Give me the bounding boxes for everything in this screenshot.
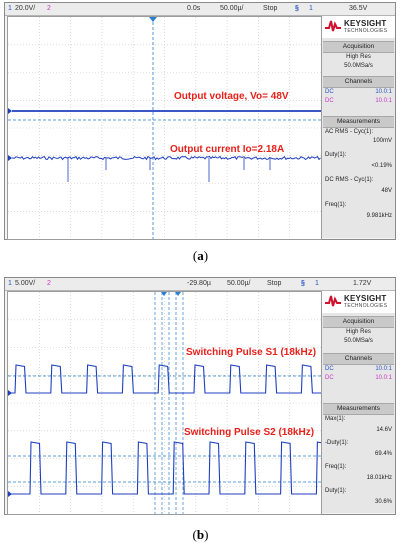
side-panel-a: KEYSIGHT TECHNOLOGIES Acquisition High R… bbox=[321, 16, 395, 238]
voltage-annotation: Output voltage, Vo= 48V bbox=[174, 91, 289, 102]
trigger-channel: 1 bbox=[315, 280, 319, 287]
acquisition-header: Acquisition bbox=[323, 316, 394, 328]
brand-sub: TECHNOLOGIES bbox=[344, 303, 388, 309]
measurement-value: 9.981kHz bbox=[366, 213, 392, 219]
caption-open: ( bbox=[192, 248, 198, 263]
scope-topbar: 1 20.0V/ 2 0.0s 50.00µ/ Stop § 1 36.5V bbox=[5, 3, 395, 16]
caption-letter: b bbox=[196, 527, 205, 542]
caption-open: ( bbox=[192, 527, 197, 542]
measurement-value: 100mV bbox=[372, 138, 392, 144]
measurement-value: <0.19% bbox=[371, 163, 392, 169]
measurement-name: Duty(1): bbox=[325, 152, 347, 158]
caption-b: (b) bbox=[0, 527, 401, 543]
ch1-number: 1 bbox=[8, 280, 12, 287]
trigger-level: 36.5V bbox=[349, 5, 368, 12]
pulse-s2-annotation: Switching Pulse S2 (18kHz) bbox=[184, 427, 314, 438]
oscilloscope-screen-a: 1 20.0V/ 2 0.0s 50.00µ/ Stop § 1 36.5V O… bbox=[4, 2, 396, 240]
ch2-probe: 10.0:1 bbox=[375, 98, 392, 104]
acquisition-rate: 50.0MSa/s bbox=[344, 338, 373, 344]
time-scale: 50.00µ/ bbox=[220, 5, 244, 12]
trigger-arrow bbox=[161, 292, 167, 296]
scope-topbar: 1 5.00V/ 2 -29.80µ 50.00µ/ Stop § 1 1.72… bbox=[5, 278, 395, 291]
measurement-value: 30.6% bbox=[374, 499, 392, 505]
caption-close: ) bbox=[204, 527, 209, 542]
ch2-coupling: DC bbox=[325, 375, 334, 381]
measurement-name: DC RMS - Cyc(1): bbox=[325, 177, 374, 183]
current-annotation: Output current Io=2.18A bbox=[170, 144, 284, 155]
measurement-name: AC RMS - Cyc(1): bbox=[325, 129, 373, 135]
acquisition-header: Acquisition bbox=[323, 41, 394, 53]
pulse-s1-annotation: Switching Pulse S1 (18kHz) bbox=[186, 347, 316, 358]
ch1-probe: 10.0:1 bbox=[375, 366, 392, 372]
measurement-name: Freq(1): bbox=[325, 464, 347, 470]
trigger-arrow bbox=[149, 17, 157, 22]
measurements-header: Measurements bbox=[323, 403, 394, 415]
measurement-value: 48V bbox=[381, 188, 392, 194]
caption-close: ) bbox=[203, 248, 209, 263]
ch1-number: 1 bbox=[8, 5, 12, 12]
measurement-name: -Duty(1): bbox=[325, 440, 349, 446]
measurement-name: Duty(1): bbox=[325, 488, 347, 494]
trigger-marker: § bbox=[301, 280, 305, 287]
ch2-coupling: DC bbox=[325, 98, 334, 104]
acquisition-rate: 50.0MSa/s bbox=[344, 63, 373, 69]
time-offset: -29.80µ bbox=[187, 280, 211, 287]
ch2-probe: 10.0:1 bbox=[375, 375, 392, 381]
measurement-name: Max(1): bbox=[325, 416, 346, 422]
ch1-scale: 5.00V/ bbox=[15, 280, 36, 287]
run-state: Stop bbox=[267, 280, 282, 287]
oscilloscope-screen-b: 1 5.00V/ 2 -29.80µ 50.00µ/ Stop § 1 1.72… bbox=[4, 277, 396, 515]
side-panel-b: KEYSIGHT TECHNOLOGIES Acquisition High R… bbox=[321, 291, 395, 513]
run-state: Stop bbox=[263, 5, 278, 12]
measurement-value: 69.4% bbox=[374, 451, 392, 457]
brand-name: KEYSIGHT bbox=[344, 19, 387, 28]
time-offset: 0.0s bbox=[187, 5, 201, 12]
pulse-trace-s1 bbox=[10, 364, 321, 394]
trigger-level: 1.72V bbox=[353, 280, 372, 287]
keysight-wave-icon bbox=[325, 20, 341, 32]
measurements-header: Measurements bbox=[323, 116, 394, 128]
ch1-probe: 10.0:1 bbox=[375, 89, 392, 95]
pulse-trace-s2 bbox=[10, 441, 321, 495]
ch1-coupling: DC bbox=[325, 366, 334, 372]
channels-header: Channels bbox=[323, 76, 394, 88]
brand-name: KEYSIGHT bbox=[344, 294, 387, 303]
waveform-plot-a: Output voltage, Vo= 48V Output current Io… bbox=[8, 17, 321, 239]
ch2-number: 2 bbox=[47, 5, 51, 12]
trigger-marker: § bbox=[295, 5, 299, 12]
waveform-plot-b: Switching Pulse S1 (18kHz) Switching Puls… bbox=[8, 292, 321, 514]
trigger-arrow bbox=[175, 292, 181, 296]
keysight-logo: KEYSIGHT TECHNOLOGIES bbox=[322, 16, 395, 38]
ch1-scale: 20.0V/ bbox=[15, 5, 36, 12]
keysight-wave-icon bbox=[325, 295, 341, 307]
measurement-name: Freq(1): bbox=[325, 202, 347, 208]
acquisition-mode: High Res bbox=[346, 329, 371, 335]
waveform-grid-b: Switching Pulse S1 (18kHz) Switching Puls… bbox=[7, 291, 322, 515]
ch2-number: 2 bbox=[47, 280, 51, 287]
trigger-channel: 1 bbox=[309, 5, 313, 12]
measurement-value: 14.6V bbox=[376, 427, 392, 433]
channels-header: Channels bbox=[323, 353, 394, 365]
current-trace bbox=[12, 155, 321, 161]
caption-letter: a bbox=[197, 248, 204, 263]
keysight-logo: KEYSIGHT TECHNOLOGIES bbox=[322, 291, 395, 313]
brand-sub: TECHNOLOGIES bbox=[344, 28, 388, 34]
acquisition-mode: High Res bbox=[346, 54, 371, 60]
caption-a: (a) bbox=[0, 248, 401, 264]
channel-marker bbox=[8, 108, 12, 114]
ch1-coupling: DC bbox=[325, 89, 334, 95]
waveform-grid-a: Output voltage, Vo= 48V Output current Io… bbox=[7, 16, 322, 240]
time-scale: 50.00µ/ bbox=[227, 280, 251, 287]
measurement-value: 18.01kHz bbox=[366, 475, 392, 481]
channel-marker bbox=[8, 155, 12, 161]
